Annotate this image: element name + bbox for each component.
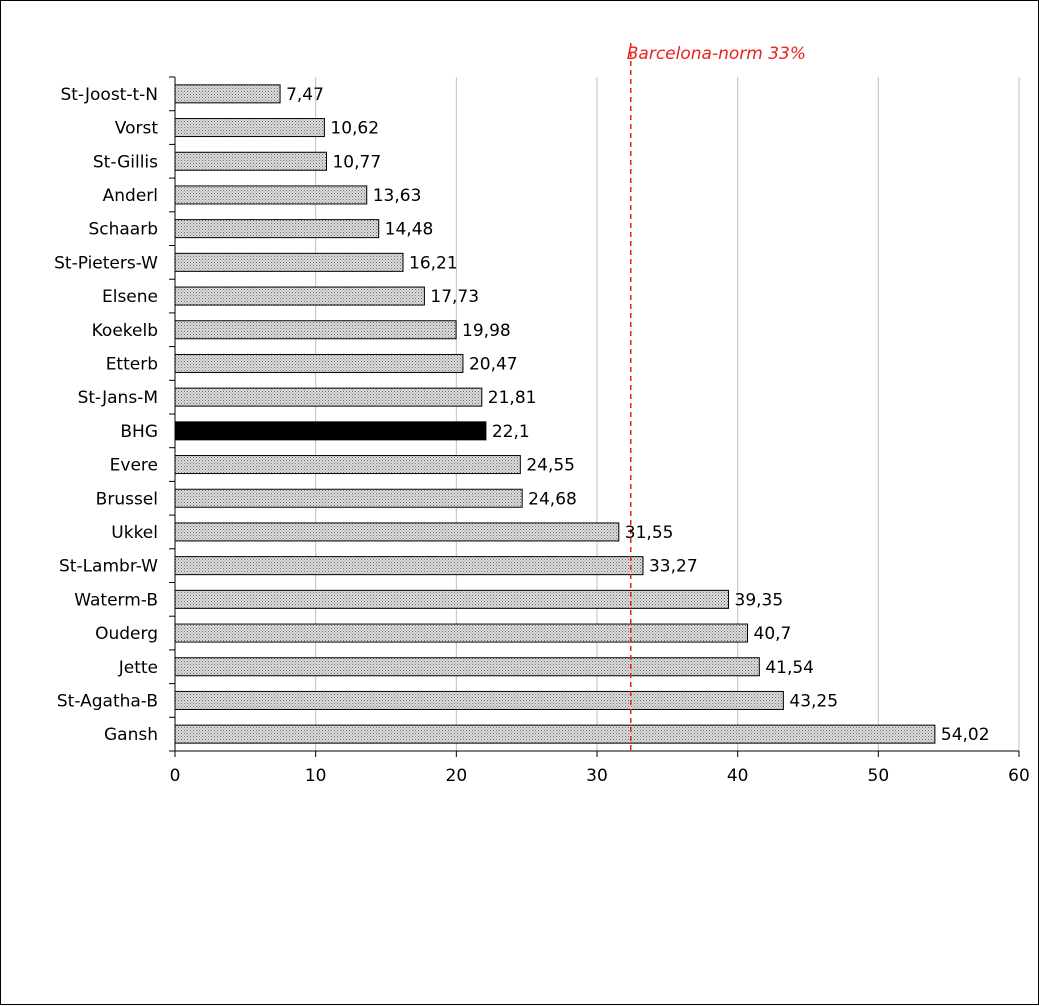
- bars: [174, 84, 936, 744]
- x-tick-label: 20: [446, 766, 468, 786]
- value-label: 21,81: [488, 388, 537, 408]
- bar: [174, 151, 327, 171]
- x-tick-label: 0: [170, 766, 181, 786]
- value-label: 10,62: [330, 119, 379, 139]
- value-label: 39,35: [735, 590, 784, 610]
- category-label: Koekelb: [92, 321, 158, 341]
- bar: [174, 589, 730, 609]
- x-tick-label: 60: [1008, 766, 1030, 786]
- x-tick-label: 10: [305, 766, 327, 786]
- category-label: Elsene: [102, 287, 158, 307]
- labels: 0 10 20 30 40 50 60 St-Joost-t-N 7,47 Vorst 10,62 S…: [54, 85, 1030, 786]
- value-label: 7,47: [286, 85, 324, 105]
- category-label: BHG: [120, 422, 158, 442]
- bar: [174, 185, 368, 205]
- value-label: 40,7: [754, 624, 792, 644]
- value-label: 14,48: [385, 220, 434, 240]
- reference-line-group: Barcelona-norm 33%: [627, 43, 806, 751]
- category-label: Schaarb: [88, 220, 158, 240]
- category-label: Evere: [110, 456, 158, 476]
- gridlines: [315, 77, 1020, 751]
- value-label: 16,21: [409, 253, 458, 273]
- category-label: Brussel: [96, 489, 158, 509]
- value-label: 24,55: [526, 456, 575, 476]
- reference-line-label: Barcelona-norm 33%: [627, 44, 806, 64]
- value-label: 17,73: [430, 287, 479, 307]
- bar: [174, 488, 523, 508]
- bar: [174, 657, 760, 677]
- bar: [174, 556, 644, 576]
- bar: [174, 522, 620, 542]
- bar: [174, 219, 380, 239]
- value-label: 13,63: [373, 186, 422, 206]
- value-label: 33,27: [649, 557, 698, 577]
- x-tick-label: 40: [727, 766, 749, 786]
- bar: [174, 84, 281, 104]
- bar: [174, 353, 464, 373]
- bar: [174, 387, 483, 407]
- value-label: 41,54: [765, 658, 814, 678]
- value-label: 22,1: [492, 422, 530, 442]
- bar: [174, 690, 784, 710]
- x-tick-label: 50: [868, 766, 890, 786]
- category-label: St-Gillis: [93, 152, 158, 172]
- bar: [174, 252, 404, 272]
- category-label: Waterm-B: [74, 590, 158, 610]
- axes: [169, 76, 1020, 757]
- category-label: St-Pieters-W: [54, 253, 158, 273]
- value-label: 20,47: [469, 354, 518, 374]
- category-label: Etterb: [106, 354, 158, 374]
- bar-highlight: [174, 421, 487, 441]
- category-label: Vorst: [115, 119, 159, 139]
- bar: [174, 724, 936, 744]
- category-label: Ukkel: [111, 523, 158, 543]
- value-label: 10,77: [332, 152, 381, 172]
- category-label: Ouderg: [95, 624, 158, 644]
- category-label: Gansh: [104, 725, 158, 745]
- category-label: Anderl: [103, 186, 158, 206]
- category-label: St-Joost-t-N: [60, 85, 158, 105]
- category-label: Jette: [118, 658, 158, 678]
- value-label: 54,02: [941, 725, 990, 745]
- bar: [174, 320, 457, 340]
- category-label: St-Jans-M: [78, 388, 158, 408]
- category-label: St-Lambr-W: [59, 557, 158, 577]
- value-label: 43,25: [789, 691, 838, 711]
- bar: [174, 623, 749, 643]
- bar: [174, 286, 425, 306]
- value-label: 31,55: [625, 523, 674, 543]
- x-tick-label: 30: [586, 766, 608, 786]
- category-label: St-Agatha-B: [57, 691, 158, 711]
- value-label: 19,98: [462, 321, 511, 341]
- value-label: 24,68: [528, 489, 577, 509]
- bar: [174, 118, 325, 138]
- bar: [174, 455, 521, 475]
